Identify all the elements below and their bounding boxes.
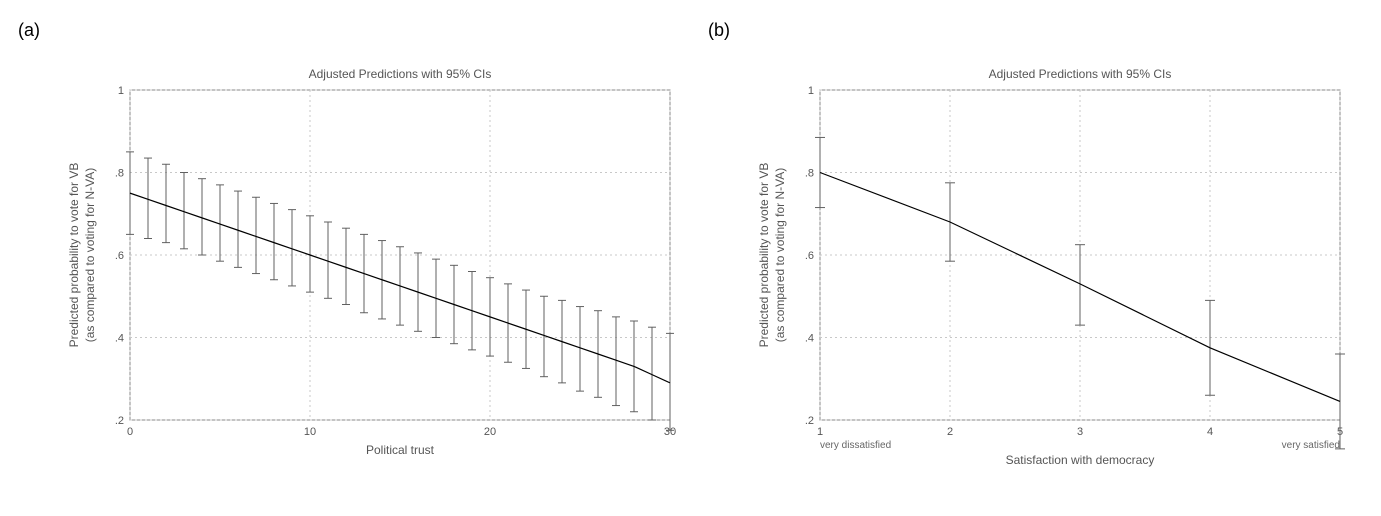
- xtick-label: 20: [484, 426, 496, 438]
- xtick-label: 0: [127, 426, 133, 438]
- ytick-label: .4: [805, 333, 814, 345]
- ytick-label: 1: [118, 85, 124, 97]
- chart-title: Adjusted Predictions with 95% CIs: [309, 67, 492, 81]
- xtick-extra-label: very satisfied: [1282, 440, 1340, 451]
- y-axis-label-line1: Predicted probability to vote for VB: [757, 163, 771, 348]
- ytick-label: .2: [805, 415, 814, 427]
- ytick-label: .8: [805, 168, 814, 180]
- y-axis-label-group: Predicted probability to vote for VB(as …: [67, 163, 97, 348]
- ytick-label: .2: [115, 415, 124, 427]
- chart-title: Adjusted Predictions with 95% CIs: [989, 67, 1172, 81]
- figure-canvas: (a) (b) Adjusted Predictions with 95% CI…: [0, 0, 1381, 516]
- ytick-label: .8: [115, 168, 124, 180]
- xtick-label: 4: [1207, 426, 1213, 438]
- xtick-label: 10: [304, 426, 316, 438]
- panel-a-label: (a): [18, 20, 40, 41]
- chart-a: Adjusted Predictions with 95% CIs .2 .4 .6.…: [50, 60, 690, 490]
- xtick-extra-label: very dissatisfied: [820, 440, 891, 451]
- y-axis-label-group: Predicted probability to vote for VB(as …: [757, 163, 787, 348]
- xtick-label: 2: [947, 426, 953, 438]
- y-axis-label-line1: Predicted probability to vote for VB: [67, 163, 81, 348]
- y-axis-label-line2: (as compared to voting for N-VA): [83, 168, 97, 343]
- ytick-label: .6: [805, 250, 814, 262]
- ytick-label: 1: [808, 85, 814, 97]
- y-axis-label-line2: (as compared to voting for N-VA): [773, 168, 787, 343]
- x-axis-label: Satisfaction with democracy: [1006, 453, 1155, 467]
- chart-b: Adjusted Predictions with 95% CIs .2 .4 .6.…: [740, 60, 1360, 490]
- ytick-label: .4: [115, 333, 124, 345]
- ytick-label: .6: [115, 250, 124, 262]
- x-axis-label: Political trust: [366, 443, 435, 457]
- xtick-label: 1: [817, 426, 823, 438]
- panel-b-label: (b): [708, 20, 730, 41]
- xtick-label: 3: [1077, 426, 1083, 438]
